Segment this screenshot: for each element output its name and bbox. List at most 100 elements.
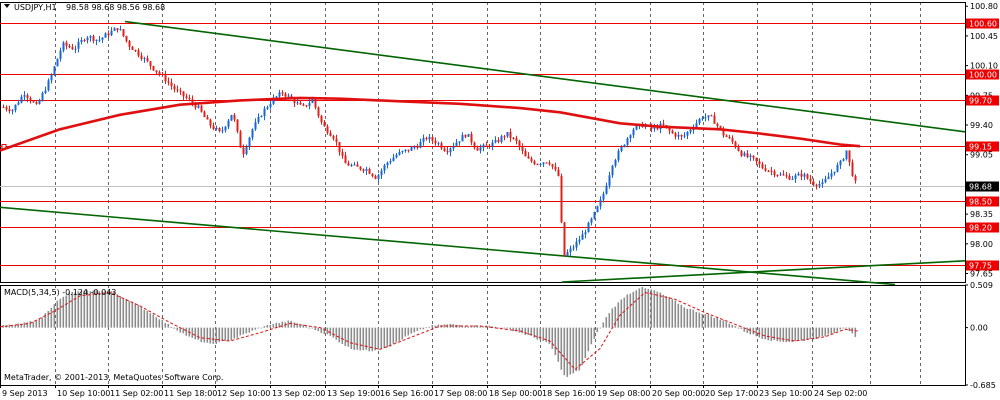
macd-histogram-bar <box>557 327 560 362</box>
candle-body <box>152 66 155 71</box>
macd-histogram-bar <box>458 325 461 328</box>
candle-body <box>551 164 554 167</box>
macd-histogram-bar <box>293 322 296 328</box>
macd-histogram-bar <box>746 327 749 333</box>
macd-histogram-bar <box>614 306 617 328</box>
macd-histogram-bar <box>686 308 689 328</box>
y-tick-label: 100.45 <box>970 32 998 41</box>
candle-body <box>71 47 74 50</box>
macd-histogram-bar <box>764 327 767 340</box>
macd-histogram-bar <box>797 327 800 341</box>
macd-histogram-bar <box>566 327 569 377</box>
x-tick-label: 19 Sep 08:00 <box>597 389 650 398</box>
candle-body <box>575 241 578 248</box>
macd-histogram-bar <box>257 327 260 329</box>
level-tag <box>966 141 999 152</box>
macd-histogram-bar <box>68 292 71 328</box>
macd-histogram-bar <box>638 288 641 328</box>
candle-body <box>404 149 407 152</box>
macd-histogram-bar <box>467 326 470 328</box>
candle-body <box>23 95 26 97</box>
macd-histogram-bar <box>842 327 845 329</box>
macd-histogram-bar <box>182 327 185 334</box>
macd-y-tick-label: 0.00 <box>970 324 988 333</box>
candle-body <box>806 174 809 179</box>
macd-histogram-bar <box>305 326 308 328</box>
candle-body <box>221 130 224 132</box>
candle-body <box>683 135 686 137</box>
macd-histogram-bar <box>44 313 47 328</box>
macd-histogram-bar <box>848 327 851 332</box>
macd-histogram-bar <box>386 327 389 348</box>
macd-histogram-bar <box>341 327 344 344</box>
candle-body <box>506 132 509 137</box>
candle-body <box>827 176 830 180</box>
macd-histogram-bar <box>731 324 734 328</box>
candle-body <box>758 161 761 164</box>
macd-histogram-bar <box>806 327 809 341</box>
macd-histogram-bar <box>356 327 359 350</box>
macd-histogram-bar <box>344 327 347 346</box>
macd-histogram-bar <box>380 327 383 349</box>
macd-histogram-bar <box>530 327 533 336</box>
macd-histogram-bar <box>563 327 566 376</box>
candle-body <box>488 145 491 147</box>
macd-histogram-bar <box>590 327 593 345</box>
macd-histogram-bar <box>134 303 137 328</box>
macd-histogram-bar <box>587 327 590 352</box>
macd-histogram-bar <box>620 299 623 328</box>
macd-histogram-bar <box>395 327 398 343</box>
candle-body <box>299 102 302 105</box>
candle-body <box>185 96 188 98</box>
macd-histogram-bar <box>353 327 356 350</box>
macd-histogram-bar <box>617 302 620 328</box>
x-tick-label: 11 Sep 02:00 <box>110 389 163 398</box>
candle-body <box>701 118 704 120</box>
macd-histogram-bar <box>680 304 683 328</box>
candle-body <box>65 42 68 46</box>
macd-histogram-bar <box>173 327 176 329</box>
candle-body <box>815 184 818 186</box>
candle-body <box>341 152 344 156</box>
candle-body <box>482 144 485 148</box>
macd-histogram-bar <box>443 324 446 328</box>
candle-body <box>830 173 833 177</box>
macd-histogram-bar <box>815 327 818 340</box>
macd-histogram-bar <box>233 327 236 339</box>
candle-body <box>461 135 464 142</box>
candle-body <box>668 127 671 131</box>
macd-histogram-bar <box>692 309 695 328</box>
candle-body <box>314 98 317 108</box>
macd-histogram-bar <box>224 327 227 341</box>
macd-histogram-bar <box>281 321 284 328</box>
candle-body <box>629 135 632 139</box>
macd-histogram-bar <box>809 327 812 339</box>
x-tick-label: 18 Sep 00:00 <box>489 389 542 398</box>
macd-histogram-bar <box>38 318 41 328</box>
x-tick-label: 20 Sep 17:00 <box>705 389 758 398</box>
candle-body <box>362 169 365 171</box>
candle-body <box>851 162 854 176</box>
candle-body <box>752 155 755 158</box>
macd-histogram-bar <box>374 327 377 351</box>
macd-histogram-bar <box>206 327 209 343</box>
macd-histogram-bar <box>296 323 299 328</box>
candle-body <box>38 100 41 104</box>
candle-body <box>212 125 215 129</box>
candle-body <box>674 133 677 137</box>
macd-histogram-bar <box>683 307 686 328</box>
candle-body <box>704 117 707 119</box>
macd-y-tick-label: -0.685 <box>970 381 996 390</box>
candle-body <box>770 170 773 172</box>
macd-histogram-bar <box>788 327 791 342</box>
x-tick-label: 11 Sep 18:00 <box>164 389 217 398</box>
candle-body <box>62 42 65 51</box>
macd-histogram-bar <box>122 298 125 328</box>
candle-body <box>737 147 740 151</box>
macd-histogram-bar <box>185 327 188 336</box>
candle-body <box>443 148 446 151</box>
candle-body <box>191 99 194 104</box>
macd-histogram-bar <box>836 327 839 332</box>
macd-histogram-bar <box>320 327 323 334</box>
